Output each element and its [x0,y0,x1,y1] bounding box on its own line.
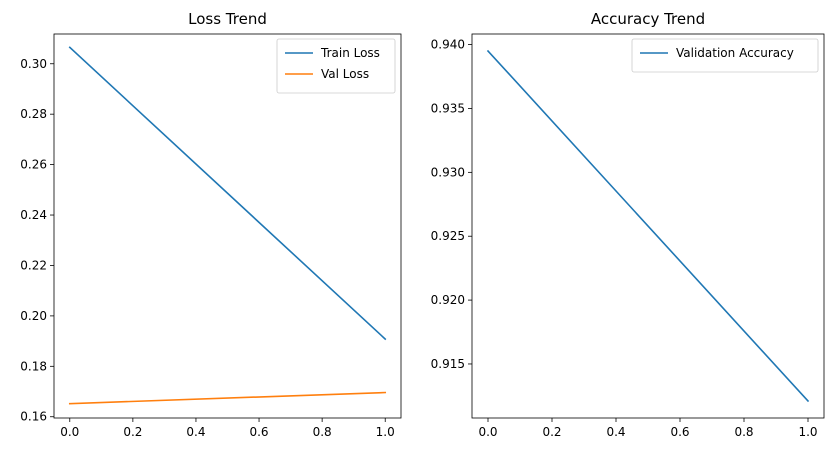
accuracy-y-tick-label: 0.940 [431,38,465,52]
accuracy-y-tick-label: 0.925 [431,229,465,243]
accuracy-y-tick-label: 0.935 [431,101,465,115]
accuracy-trend-chart: Accuracy Trend 0.0 0.2 0.4 0.6 0.8 1.0 0.915 0.9… [431,10,825,439]
loss-chart-title: Loss Trend [188,10,267,28]
loss-x-tick-label: 0.6 [249,425,268,439]
loss-x-tick-label: 0.0 [60,425,79,439]
loss-x-tick-label: 1.0 [376,425,395,439]
loss-y-tick-label: 0.20 [20,309,47,323]
loss-y-tick-label: 0.24 [20,208,47,222]
accuracy-x-tick-label: 0.2 [542,425,561,439]
accuracy-series-line-validation-accuracy [486,49,810,403]
loss-axes-frame [53,33,402,419]
loss-legend-label: Val Loss [321,67,369,81]
loss-y-tick-label: 0.16 [20,410,47,424]
loss-x-tick-label: 0.4 [186,425,205,439]
accuracy-chart-title: Accuracy Trend [591,10,705,28]
loss-y-tick-label: 0.18 [20,359,47,373]
accuracy-legend-label: Validation Accuracy [676,46,794,60]
accuracy-x-tick-label: 0.0 [478,425,497,439]
accuracy-y-tick-label: 0.930 [431,165,465,179]
accuracy-y-tick-label: 0.915 [431,357,465,371]
loss-series-line-val-loss [68,391,387,405]
loss-y-tick-label: 0.28 [20,107,47,121]
accuracy-y-tick-label: 0.920 [431,293,465,307]
loss-legend-label: Train Loss [320,46,380,60]
accuracy-axes-frame [471,33,825,419]
accuracy-x-tick-label: 0.8 [734,425,753,439]
loss-series-line-train-loss [68,46,387,341]
loss-y-tick-label: 0.26 [20,158,47,172]
loss-x-tick-label: 0.8 [313,425,332,439]
loss-x-tick-label: 0.2 [123,425,142,439]
accuracy-x-tick-label: 0.6 [670,425,689,439]
accuracy-x-tick-label: 1.0 [798,425,817,439]
loss-trend-chart: Loss Trend 0.0 0.2 0.4 0.6 0.8 1.0 0.16 0.18 0.20… [20,10,402,439]
accuracy-x-tick-label: 0.4 [606,425,625,439]
loss-y-tick-label: 0.22 [20,258,47,272]
loss-y-tick-label: 0.30 [20,57,47,71]
accuracy-legend [631,38,819,73]
